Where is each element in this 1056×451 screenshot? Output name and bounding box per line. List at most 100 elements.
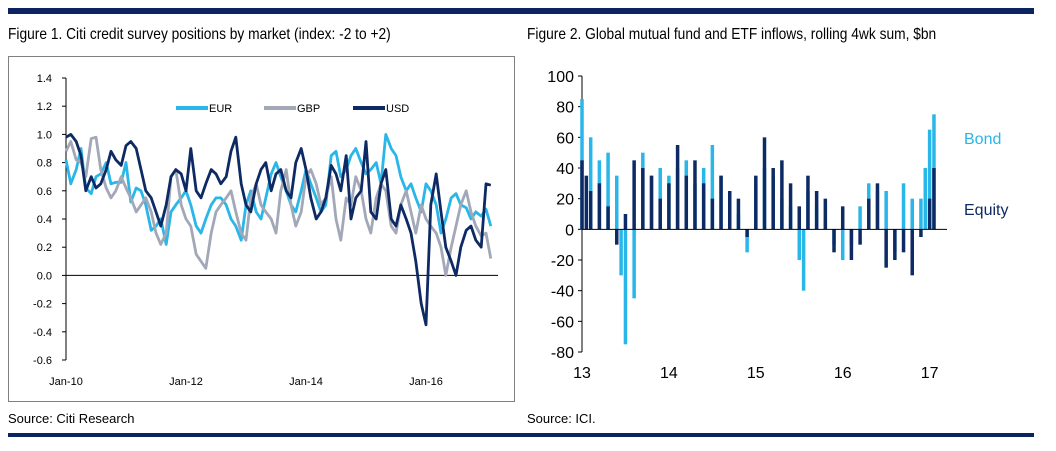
y-tick-label: 0.6 (37, 186, 52, 198)
bar-equity (780, 160, 784, 230)
bar-equity (649, 175, 654, 230)
y-tick-label: 40 (556, 161, 574, 178)
bar-bond (927, 129, 932, 230)
plot-frame (8, 56, 515, 402)
y-tick-label: 60 (556, 130, 574, 147)
series-label-bond: Bond (964, 131, 1001, 148)
x-tick-label: 17 (921, 365, 939, 382)
bar-equity (932, 168, 936, 230)
top-rule (8, 8, 1034, 14)
bar-equity (797, 206, 802, 230)
bar-equity (884, 229, 888, 268)
bar-equity (901, 229, 906, 253)
bar-equity (736, 198, 741, 230)
bar-equity (823, 198, 828, 230)
x-tick-label: Jan-16 (409, 376, 443, 388)
bar-equity (719, 175, 723, 230)
bar-equity (927, 198, 932, 230)
bar-bond (658, 168, 662, 230)
bar-equity (910, 229, 914, 276)
bar-bond (840, 229, 845, 260)
y-tick-label: 1.2 (37, 101, 52, 113)
y-tick-label: -0.6 (33, 355, 52, 367)
series-line-gbp (64, 135, 493, 277)
y-tick-label: 1.0 (37, 129, 52, 141)
bar-bond (710, 145, 715, 230)
series-line-usd (65, 133, 492, 327)
bar-equity (858, 229, 862, 245)
x-tick-label: 13 (573, 365, 591, 382)
figure1-source: Source: Citi Research (8, 411, 135, 426)
bar-equity (919, 229, 923, 237)
bar-equity (684, 175, 689, 230)
x-tick-label: 14 (660, 365, 678, 382)
x-tick-label: Jan-12 (169, 376, 203, 388)
bar-equity (893, 229, 897, 260)
legend-label-gbp: GBP (297, 103, 320, 115)
y-tick-label: -20 (551, 253, 574, 270)
bar-bond (623, 229, 628, 345)
y-tick-label: 1.4 (37, 73, 52, 85)
y-tick-label: 0.2 (37, 242, 52, 254)
bar-equity (814, 191, 819, 230)
y-tick-label: -80 (551, 345, 574, 362)
bar-equity (641, 168, 645, 230)
bar-equity (623, 214, 628, 230)
bar-equity (762, 137, 767, 230)
y-tick-label: -0.4 (33, 327, 52, 339)
bar-equity (754, 175, 758, 230)
bar-bond (801, 229, 806, 291)
figure1-line-chart: 1.4 1.2 1.0 0.8 0.6 0.4 0.2 0.0 -0.2 -0.4 -0.6 Jan-… (8, 56, 515, 402)
figure2-source: Source: ICI. (527, 411, 596, 426)
y-tick-label: 80 (556, 100, 574, 117)
y-tick-label: 0.0 (37, 270, 52, 282)
bar-equity (597, 183, 602, 230)
bar-equity (710, 198, 715, 230)
y-tick-label: 0.4 (37, 214, 52, 226)
series-line-eur (64, 133, 493, 246)
x-tick-label: 15 (747, 365, 765, 382)
bar-bond (588, 137, 593, 230)
bar-bond (619, 229, 623, 276)
bar-equity (849, 229, 854, 260)
bar-bond (901, 183, 906, 230)
bar-bond (910, 198, 914, 230)
bar-equity (727, 191, 732, 230)
bar-bond (858, 206, 862, 230)
bar-equity (584, 175, 589, 230)
bar-equity (615, 229, 619, 245)
bar-equity (701, 183, 706, 230)
bottom-rule (8, 433, 1034, 437)
bar-equity (580, 160, 584, 230)
bar-bond (606, 152, 610, 230)
figure1-title: Figure 1. Citi credit survey positions b… (8, 26, 391, 43)
bar-equity (867, 198, 871, 230)
bar-equity (840, 206, 845, 230)
x-tick-label: Jan-10 (49, 376, 83, 388)
bar-equity (771, 168, 775, 230)
y-tick-label: 20 (556, 192, 574, 209)
bar-equity (806, 175, 810, 230)
bar-bond (923, 168, 928, 230)
bar-bond (745, 229, 749, 253)
y-tick-label: -40 (551, 284, 574, 301)
x-tick-label: 16 (834, 365, 852, 382)
y-tick-label: 0.8 (37, 158, 52, 170)
bar-equity (632, 160, 636, 230)
bar-equity (675, 145, 680, 230)
bar-equity (693, 160, 697, 230)
series-label-equity: Equity (964, 202, 1008, 219)
bar-equity (788, 183, 793, 230)
y-tick-label: 100 (547, 69, 574, 86)
bar-equity (832, 229, 836, 253)
bar-equity (658, 198, 662, 230)
bar-equity (667, 183, 671, 230)
y-tick-label: -0.2 (33, 299, 52, 311)
bar-bond (615, 175, 619, 230)
x-tick-label: Jan-14 (289, 376, 323, 388)
bar-equity (588, 191, 593, 230)
bar-bond (797, 229, 802, 260)
figure2-bar-chart: 100 80 60 40 20 0 -20 -40 -60 -80 13 14 15 16 17 Bond Eq… (547, 69, 1008, 382)
figure2-title: Figure 2. Global mutual fund and ETF inf… (527, 26, 937, 43)
bar-bond (632, 229, 636, 299)
